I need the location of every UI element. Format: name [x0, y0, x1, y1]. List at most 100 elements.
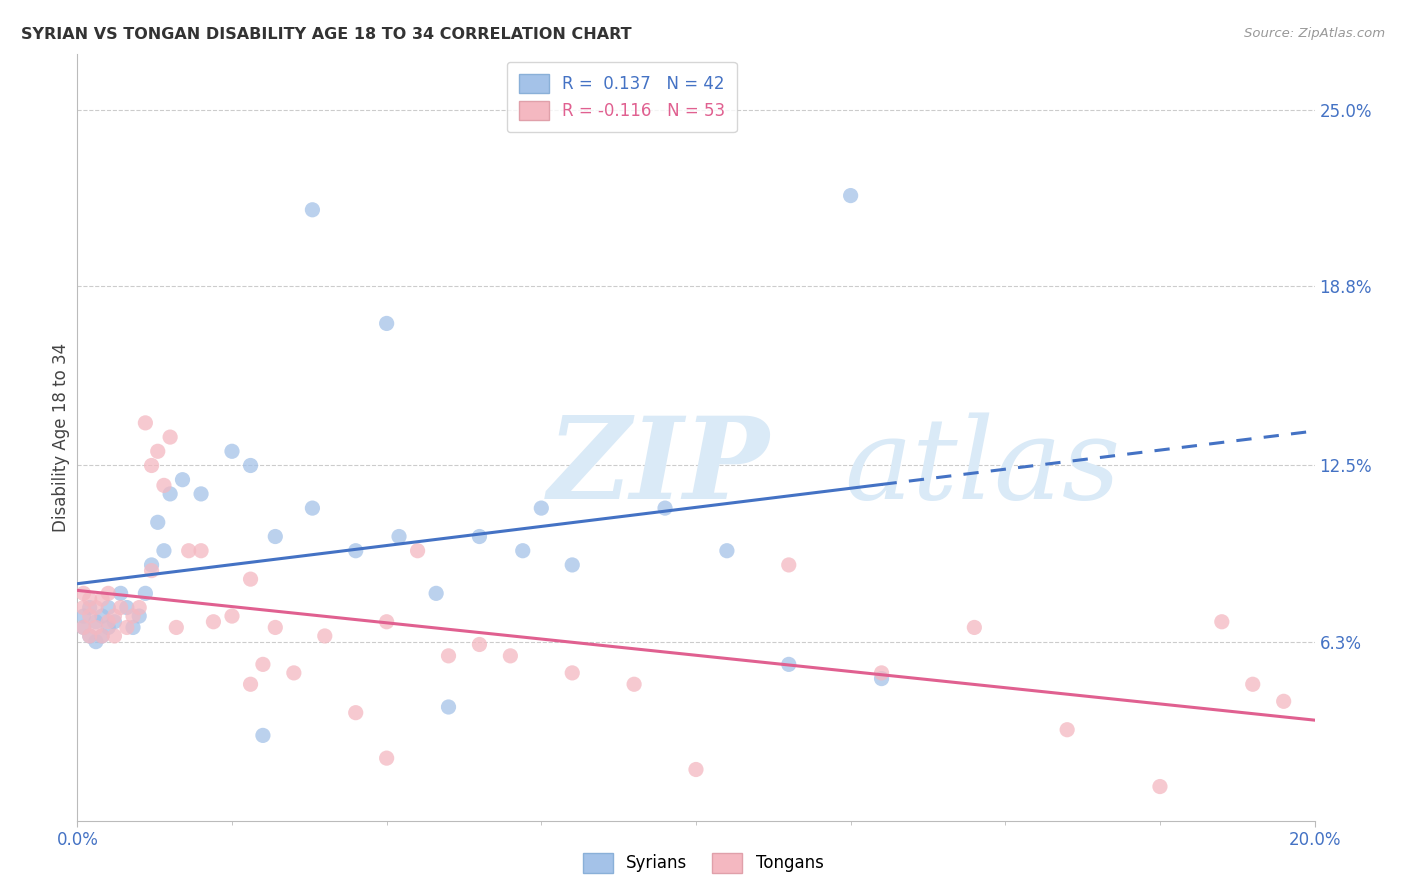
- Text: ZIP: ZIP: [547, 412, 769, 524]
- Point: [172, 473, 194, 487]
- Point: [406, 543, 429, 558]
- Point: [146, 516, 169, 530]
- Point: [141, 458, 163, 473]
- Point: [97, 600, 120, 615]
- Point: [314, 629, 336, 643]
- Point: [190, 543, 212, 558]
- Point: [103, 615, 125, 629]
- Point: [301, 501, 323, 516]
- Point: [141, 558, 163, 572]
- Point: [1056, 723, 1078, 737]
- Text: atlas: atlas: [845, 412, 1121, 523]
- Point: [159, 430, 181, 444]
- Point: [1149, 780, 1171, 794]
- Y-axis label: Disability Age 18 to 34: Disability Age 18 to 34: [52, 343, 70, 532]
- Point: [134, 416, 156, 430]
- Point: [870, 665, 893, 680]
- Point: [437, 700, 460, 714]
- Point: [103, 629, 125, 643]
- Point: [84, 634, 107, 648]
- Point: [128, 600, 150, 615]
- Point: [499, 648, 522, 663]
- Point: [97, 615, 120, 629]
- Point: [84, 615, 107, 629]
- Point: [468, 638, 491, 652]
- Point: [623, 677, 645, 691]
- Point: [103, 609, 125, 624]
- Point: [963, 620, 986, 634]
- Point: [839, 188, 862, 202]
- Text: Source: ZipAtlas.com: Source: ZipAtlas.com: [1244, 27, 1385, 40]
- Point: [221, 444, 243, 458]
- Point: [110, 600, 132, 615]
- Point: [159, 487, 181, 501]
- Point: [252, 657, 274, 672]
- Point: [388, 529, 411, 543]
- Point: [79, 629, 101, 643]
- Point: [344, 543, 367, 558]
- Point: [141, 564, 163, 578]
- Point: [468, 529, 491, 543]
- Point: [84, 600, 107, 615]
- Point: [561, 558, 583, 572]
- Point: [97, 586, 120, 600]
- Point: [190, 487, 212, 501]
- Legend: Syrians, Tongans: Syrians, Tongans: [576, 847, 830, 880]
- Point: [79, 592, 101, 607]
- Point: [128, 609, 150, 624]
- Point: [239, 458, 262, 473]
- Point: [122, 609, 145, 624]
- Point: [177, 543, 200, 558]
- Point: [79, 629, 101, 643]
- Point: [264, 620, 287, 634]
- Point: [561, 665, 583, 680]
- Point: [72, 586, 94, 600]
- Point: [437, 648, 460, 663]
- Point: [221, 609, 243, 624]
- Point: [425, 586, 447, 600]
- Point: [72, 620, 94, 634]
- Point: [1241, 677, 1264, 691]
- Point: [72, 600, 94, 615]
- Point: [778, 558, 800, 572]
- Point: [115, 600, 138, 615]
- Point: [153, 478, 176, 492]
- Point: [252, 728, 274, 742]
- Point: [91, 629, 114, 643]
- Point: [375, 751, 398, 765]
- Point: [778, 657, 800, 672]
- Point: [115, 620, 138, 634]
- Point: [153, 543, 176, 558]
- Point: [375, 317, 398, 331]
- Point: [79, 600, 101, 615]
- Point: [344, 706, 367, 720]
- Point: [512, 543, 534, 558]
- Point: [239, 677, 262, 691]
- Point: [91, 629, 114, 643]
- Point: [134, 586, 156, 600]
- Point: [530, 501, 553, 516]
- Point: [264, 529, 287, 543]
- Point: [1272, 694, 1295, 708]
- Point: [301, 202, 323, 217]
- Point: [79, 609, 101, 624]
- Point: [84, 620, 107, 634]
- Point: [122, 620, 145, 634]
- Point: [110, 586, 132, 600]
- Point: [91, 592, 114, 607]
- Point: [72, 620, 94, 634]
- Point: [202, 615, 225, 629]
- Point: [716, 543, 738, 558]
- Point: [239, 572, 262, 586]
- Point: [654, 501, 676, 516]
- Text: SYRIAN VS TONGAN DISABILITY AGE 18 TO 34 CORRELATION CHART: SYRIAN VS TONGAN DISABILITY AGE 18 TO 34…: [21, 27, 631, 42]
- Point: [375, 615, 398, 629]
- Point: [91, 609, 114, 624]
- Point: [72, 609, 94, 624]
- Point: [283, 665, 305, 680]
- Point: [1211, 615, 1233, 629]
- Point: [870, 672, 893, 686]
- Point: [146, 444, 169, 458]
- Point: [165, 620, 187, 634]
- Legend: R =  0.137   N = 42, R = -0.116   N = 53: R = 0.137 N = 42, R = -0.116 N = 53: [506, 62, 737, 132]
